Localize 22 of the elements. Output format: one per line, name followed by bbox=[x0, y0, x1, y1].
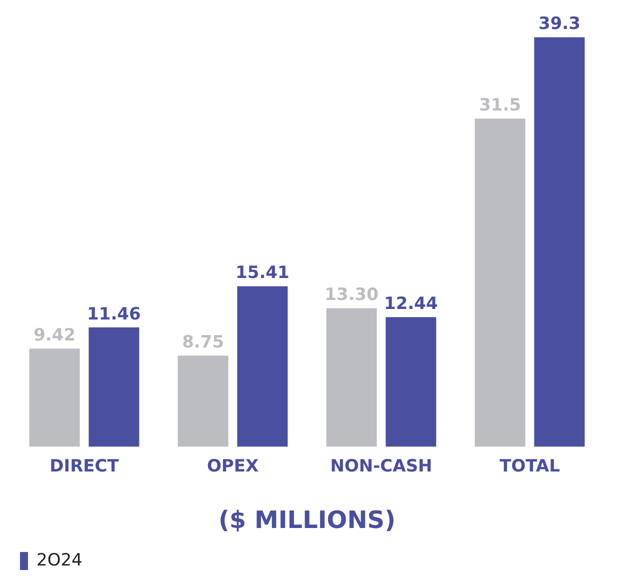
bar bbox=[326, 308, 377, 447]
data-label: 8.75 bbox=[182, 332, 224, 353]
data-label: 11.46 bbox=[87, 304, 141, 324]
x-tick-label: OPEX bbox=[206, 456, 259, 476]
data-label: 12.44 bbox=[384, 294, 438, 314]
data-label: 9.42 bbox=[34, 326, 76, 346]
bar bbox=[237, 286, 288, 447]
x-tick-label: DIRECT bbox=[50, 456, 120, 476]
bar bbox=[386, 317, 436, 447]
data-label: 31.5 bbox=[479, 95, 522, 116]
legend-label: 2O24 bbox=[36, 550, 82, 570]
x-tick-label: TOTAL bbox=[500, 456, 560, 476]
x-axis-title: ($ MILLIONS) bbox=[218, 506, 396, 534]
bar bbox=[474, 118, 526, 447]
x-tick-label: NON-CASH bbox=[330, 456, 432, 476]
data-label: 39.3 bbox=[538, 14, 580, 34]
bar bbox=[88, 327, 140, 447]
bar bbox=[534, 37, 585, 447]
data-label: 13.30 bbox=[324, 285, 379, 306]
bar bbox=[29, 348, 80, 447]
data-label: 15.41 bbox=[236, 263, 290, 284]
bar bbox=[178, 356, 228, 447]
